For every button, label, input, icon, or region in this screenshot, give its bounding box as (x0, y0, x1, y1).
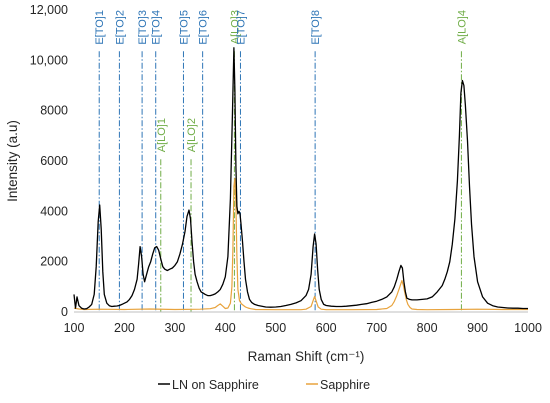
y-tick-label: 0 (61, 305, 68, 319)
legend-label-sapphire: Sapphire (320, 378, 370, 392)
mode-label-e-to-4: E[TO]4 (151, 10, 163, 45)
x-tick-label: 800 (417, 321, 438, 335)
x-tick-label: 400 (215, 321, 236, 335)
x-tick-label: 100 (64, 321, 85, 335)
y-tick-label: 12,000 (30, 3, 68, 17)
mode-label-e-to-7: E[TO]7 (235, 10, 247, 45)
x-tick-label: 300 (164, 321, 185, 335)
y-tick-label: 10,000 (30, 53, 68, 67)
mode-reference-lines (98, 51, 462, 312)
y-tick-label: 8000 (40, 104, 68, 118)
mode-label-e-to-3: E[TO]3 (137, 10, 149, 45)
legend: LN on Sapphire Sapphire (158, 378, 370, 392)
mode-label-e-to-5: E[TO]5 (178, 10, 190, 45)
x-tick-label: 1000 (514, 321, 542, 335)
mode-label-e-to-6: E[TO]6 (198, 10, 210, 45)
mode-label-a-lo-3: A[LO]3 (229, 10, 241, 44)
mode-label-e-to-2: E[TO]2 (114, 10, 126, 45)
y-tick-label: 4000 (40, 204, 68, 218)
legend-label-ln-on-sapphire: LN on Sapphire (172, 378, 259, 392)
series-line-sapphire (73, 178, 528, 311)
mode-label-a-lo-4: A[LO]4 (456, 10, 468, 44)
mode-label-e-to-1: E[TO]1 (94, 10, 106, 45)
x-tick-label: 200 (114, 321, 135, 335)
x-tick-labels: 100 200 300 400 500 600 700 800 900 1000 (64, 321, 542, 335)
x-tick-label: 700 (366, 321, 387, 335)
series-layer (73, 47, 528, 311)
mode-label-e-to-8: E[TO]8 (310, 10, 322, 45)
x-axis-title: Raman Shift (cm⁻¹) (248, 349, 365, 364)
y-tick-label: 6000 (40, 154, 68, 168)
mode-label-a-lo-2: A[LO]2 (186, 118, 198, 152)
x-tick-label: 900 (467, 321, 488, 335)
y-tick-labels: 0 2000 4000 6000 8000 10,000 12,000 (30, 3, 68, 319)
x-tick-label: 600 (316, 321, 337, 335)
y-tick-label: 2000 (40, 255, 68, 269)
mode-label-a-lo-1: A[LO]1 (156, 118, 168, 152)
y-axis-title: Intensity (a.u) (5, 120, 20, 202)
x-tick-label: 500 (265, 321, 286, 335)
mode-labels: E[TO]1 E[TO]2 E[TO]3 E[TO]4 A[LO]1 E[TO]5 A[LO… (94, 10, 468, 152)
series-line-ln-on-sapphire (73, 47, 528, 310)
